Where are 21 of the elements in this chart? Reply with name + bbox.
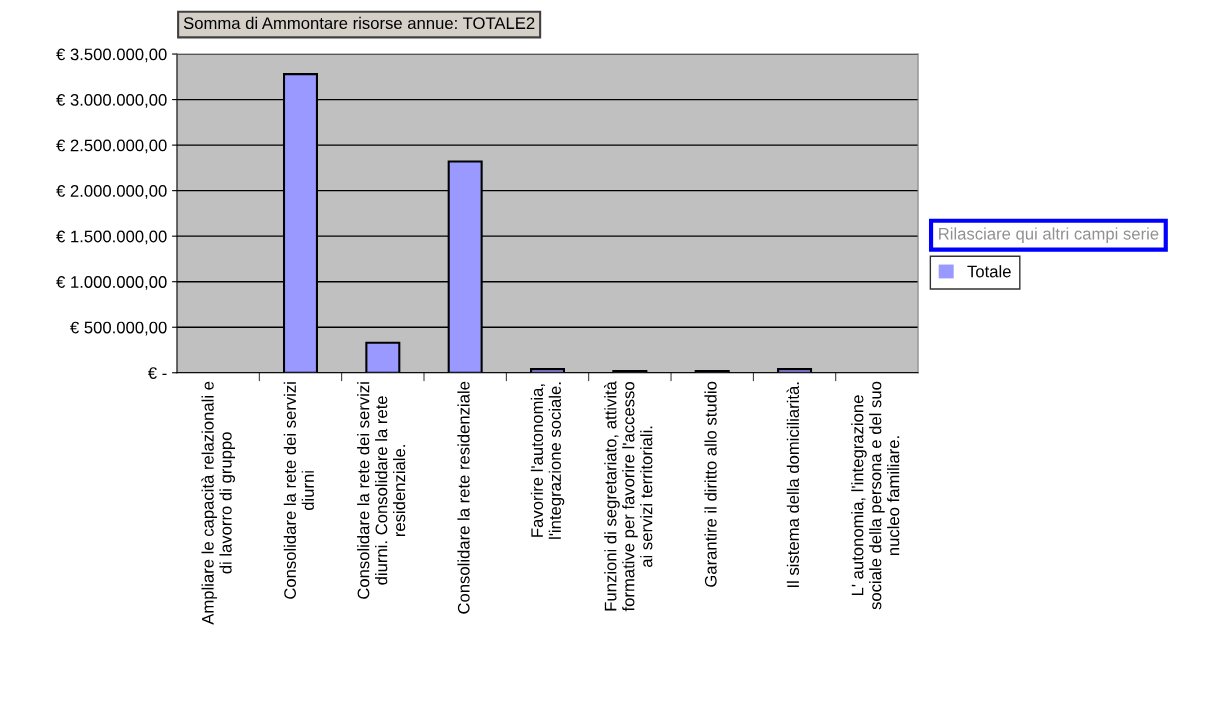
x-tick-label: Ampliare le capacità relazionali e di lavorro di gruppo <box>201 381 235 625</box>
x-tick-label: Consolidare la rete dei servizi diurni. Consolidare la rete residenziale. <box>357 382 406 599</box>
x-tick-label: Il sistema della domiciliarità. <box>786 382 800 588</box>
y-tick-label: € 500.000,00 <box>70 321 167 336</box>
x-tick-label: Consolidare la rete residenziale <box>457 381 470 614</box>
legend-label: Totale <box>967 265 1011 278</box>
y-tick-label: € 1.000.000,00 <box>56 276 167 290</box>
y-tick-label: € 1.500.000,00 <box>56 230 167 245</box>
y-tick-label: € 3.500.000,00 <box>56 48 167 63</box>
y-tick-label: € 3.000.000,00 <box>56 93 167 108</box>
bar <box>365 341 401 373</box>
text: Rilasciare qui altri campi serie <box>939 227 1159 243</box>
x-tick-label: L' autonomia, l'integrazione sociale della persona e del suo nucleo familiare. <box>851 381 900 610</box>
x-tick-label: Garantire il diritto allo studio <box>704 381 717 587</box>
x-tick-label: Favorire l'autonomia, l'integrazione sociale. <box>530 382 565 539</box>
y-tick-label: € 2.000.000,00 <box>56 185 167 199</box>
x-tick-label: Funzioni di segretariato, attività formative per favorire l'accesso ai servizi territoriali. <box>604 381 653 612</box>
y-tick-label: € 2.500.000,00 <box>56 139 167 154</box>
chart-title: Somma di Ammontare risorse annue: TOTALE2 <box>183 16 535 30</box>
x-tick-label: Consolidare la rete dei servizi diurni <box>283 382 314 599</box>
y-tick-label: € - <box>147 367 167 379</box>
